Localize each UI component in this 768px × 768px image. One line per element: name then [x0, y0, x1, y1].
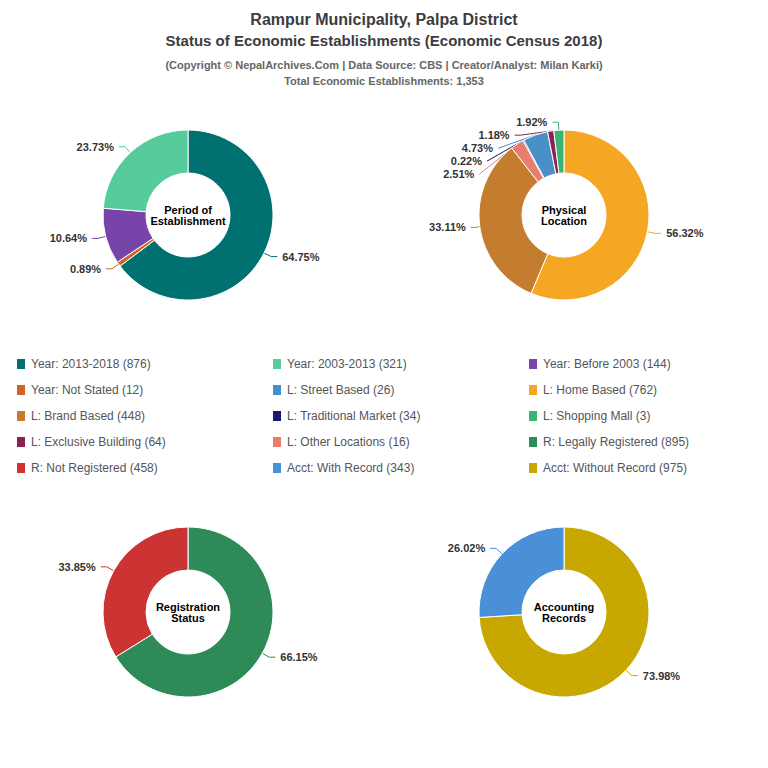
- svg-text:Location: Location: [541, 215, 587, 227]
- svg-text:Registration: Registration: [155, 600, 221, 613]
- svg-text:Records: Records: [542, 612, 586, 624]
- svg-text:0.22%: 0.22%: [451, 155, 482, 167]
- svg-text:73.98%: 73.98%: [643, 670, 681, 682]
- svg-text:L: Traditional Market (34): L: Traditional Market (34): [287, 409, 420, 423]
- svg-text:Status: Status: [171, 612, 205, 624]
- svg-text:0.89%: 0.89%: [70, 263, 101, 275]
- svg-text:L: Street Based (26): L: Street Based (26): [287, 383, 394, 397]
- svg-text:Accounting: Accounting: [533, 600, 595, 613]
- svg-text:Physical: Physical: [541, 203, 587, 216]
- svg-text:Establishment: Establishment: [150, 215, 226, 227]
- svg-text:Status of Economic Establishme: Status of Economic Establishments (Econo…: [166, 32, 603, 49]
- svg-text:R: Legally Registered (895): R: Legally Registered (895): [543, 435, 689, 449]
- svg-text:L: Other Locations (16): L: Other Locations (16): [287, 435, 410, 449]
- svg-text:Acct: With Record (343): Acct: With Record (343): [287, 461, 414, 475]
- svg-text:(Copyright © NepalArchives.Com: (Copyright © NepalArchives.Com | Data So…: [165, 59, 603, 71]
- svg-text:33.85%: 33.85%: [58, 561, 96, 573]
- svg-text:66.15%: 66.15%: [280, 651, 318, 663]
- svg-text:L: Home Based (762): L: Home Based (762): [543, 383, 657, 397]
- svg-text:R: Not Registered (458): R: Not Registered (458): [31, 461, 158, 475]
- svg-text:33.11%: 33.11%: [429, 221, 466, 233]
- svg-text:23.73%: 23.73%: [77, 141, 115, 153]
- svg-text:56.32%: 56.32%: [666, 227, 704, 239]
- svg-text:Year: Not Stated (12): Year: Not Stated (12): [31, 383, 143, 397]
- svg-text:64.75%: 64.75%: [282, 251, 320, 263]
- svg-text:Year: 2003-2013 (321): Year: 2003-2013 (321): [287, 357, 407, 371]
- svg-text:Rampur Municipality, Palpa Dis: Rampur Municipality, Palpa District: [250, 11, 518, 28]
- svg-text:Acct: Without Record (975): Acct: Without Record (975): [543, 461, 687, 475]
- svg-text:L: Brand Based (448): L: Brand Based (448): [31, 409, 145, 423]
- svg-text:2.51%: 2.51%: [443, 168, 474, 180]
- svg-text:1.92%: 1.92%: [516, 116, 547, 128]
- svg-text:1.18%: 1.18%: [478, 129, 509, 141]
- svg-text:Period of: Period of: [164, 203, 212, 216]
- svg-text:10.64%: 10.64%: [50, 232, 88, 244]
- svg-text:L: Exclusive Building (64): L: Exclusive Building (64): [31, 435, 166, 449]
- svg-text:Year: 2013-2018 (876): Year: 2013-2018 (876): [31, 357, 151, 371]
- svg-text:Year: Before 2003 (144): Year: Before 2003 (144): [543, 357, 671, 371]
- svg-text:L: Shopping Mall (3): L: Shopping Mall (3): [543, 409, 650, 423]
- svg-text:26.02%: 26.02%: [448, 542, 486, 554]
- svg-text:Total Economic Establishments:: Total Economic Establishments: 1,353: [284, 75, 484, 87]
- svg-text:4.73%: 4.73%: [462, 142, 493, 154]
